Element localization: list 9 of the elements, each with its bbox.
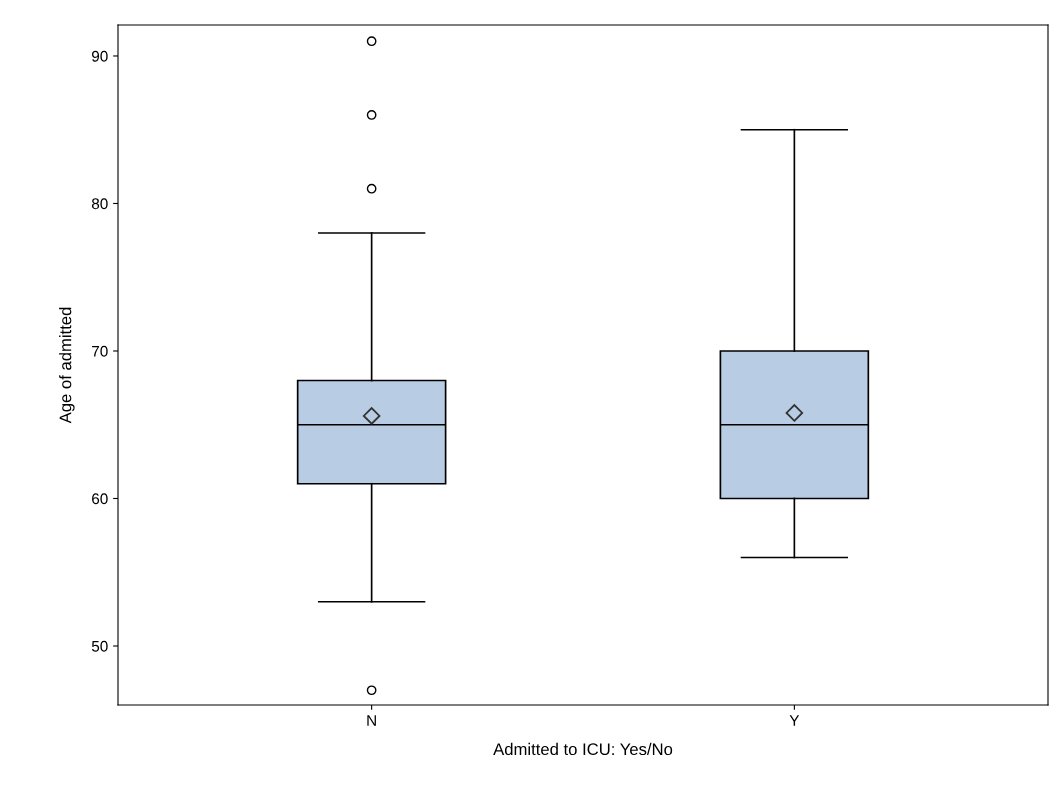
x-tick-label: N — [367, 715, 376, 726]
y-tick-label: 80 — [91, 198, 108, 210]
y-tick-label: 70 — [92, 345, 108, 357]
y-tick-label: 50 — [91, 640, 108, 652]
y-tick-label: 90 — [92, 50, 108, 62]
y-tick-label: 60 — [92, 493, 108, 505]
x-axis-title: Admitted to ICU: Yes/No — [493, 742, 673, 756]
y-axis-title: Age of admitted — [59, 307, 75, 424]
x-tick-label: Y — [789, 715, 800, 726]
